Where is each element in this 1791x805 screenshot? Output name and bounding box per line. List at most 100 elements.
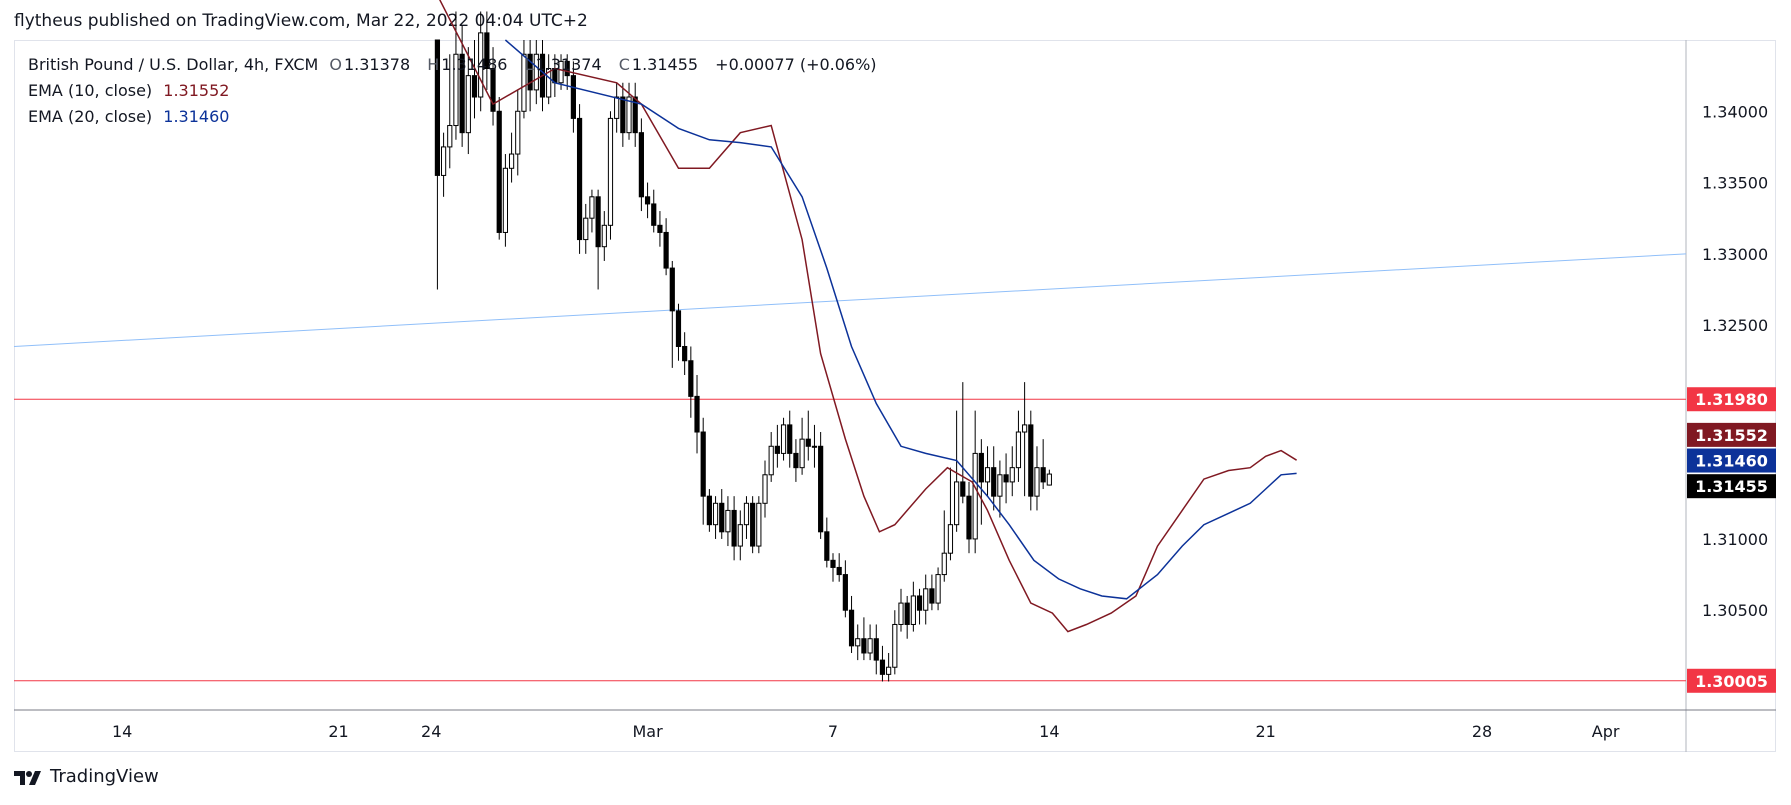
- brand-name: TradingView: [50, 766, 159, 787]
- candle: [644, 182, 651, 219]
- legend-ema20-row[interactable]: EMA (20, close) 1.31460: [28, 104, 883, 130]
- candle: [583, 203, 589, 254]
- change-value: +0.00077 (+0.06%): [715, 55, 877, 74]
- candle-body-up: [440, 146, 447, 176]
- ema20-label: EMA (20, close): [28, 107, 153, 126]
- ema10-tag: 1.31552: [1687, 422, 1776, 447]
- candle-body-up: [898, 602, 904, 625]
- ema10-label: EMA (10, close): [28, 81, 153, 100]
- candle: [688, 346, 694, 418]
- candle-body-down: [836, 566, 842, 576]
- resistance-price-tag-bg: [1687, 387, 1776, 412]
- candle: [991, 446, 997, 511]
- candle: [682, 332, 688, 375]
- candle-body-up: [502, 167, 509, 233]
- last-price-tag-label: 1.31455: [1695, 477, 1768, 496]
- candle: [886, 652, 892, 682]
- candle: [515, 89, 521, 176]
- candle: [731, 496, 737, 561]
- candle: [923, 574, 929, 625]
- x-tick-label: 14: [1039, 722, 1059, 741]
- candle-body-up: [923, 588, 929, 611]
- candle: [978, 439, 984, 525]
- candle-body-down: [818, 445, 824, 533]
- candle-body-down: [731, 509, 737, 547]
- candle-body-down: [564, 60, 570, 77]
- support-price-tag-label: 1.30005: [1695, 672, 1768, 691]
- candle-body-down: [471, 75, 478, 98]
- candle: [892, 610, 898, 675]
- candle: [576, 104, 583, 254]
- ema10-tag-label: 1.31552: [1695, 426, 1768, 445]
- candle: [898, 588, 904, 632]
- candle-body-up: [465, 75, 471, 134]
- candle: [756, 496, 762, 554]
- close-value: 1.31455: [631, 55, 699, 74]
- candle-body-up: [756, 502, 762, 547]
- candle-body-up: [743, 502, 750, 526]
- y-tick-label: 1.33500: [1702, 174, 1768, 193]
- candle: [725, 496, 731, 547]
- candle: [861, 617, 867, 661]
- candle-body-down: [873, 638, 879, 661]
- candle: [787, 410, 793, 468]
- candle-body-down: [657, 224, 663, 233]
- y-tick-label: 1.30500: [1702, 601, 1768, 620]
- y-tick-label: 1.31000: [1702, 530, 1768, 549]
- candle-body-up: [984, 467, 991, 483]
- footer-brand[interactable]: TradingView: [14, 766, 159, 787]
- candle: [508, 132, 515, 183]
- candle: [762, 460, 768, 518]
- candle: [1028, 410, 1034, 511]
- candle-body-up: [515, 110, 521, 155]
- candle-body-down: [719, 502, 725, 533]
- legend-ema10-row[interactable]: EMA (10, close) 1.31552: [28, 78, 883, 104]
- candle-body-down: [675, 310, 682, 347]
- candle: [818, 432, 824, 539]
- candle: [471, 40, 478, 119]
- candle-body-up: [626, 96, 632, 134]
- ema20-line: [504, 39, 1297, 600]
- candle: [811, 424, 818, 468]
- candle: [496, 97, 502, 240]
- candle-body-up: [892, 623, 898, 668]
- candle: [589, 189, 595, 233]
- candle: [478, 11, 484, 112]
- ema10-value: 1.31552: [163, 81, 230, 100]
- resistance-price-tag-label: 1.31980: [1695, 390, 1768, 409]
- candle: [434, 39, 441, 290]
- candle: [1015, 410, 1022, 482]
- candle: [440, 132, 447, 197]
- ema10-tag-bg: [1687, 422, 1776, 447]
- candle-body-down: [848, 609, 855, 647]
- candle: [484, 11, 490, 90]
- open-value: 1.31378: [343, 55, 411, 74]
- candle: [502, 154, 509, 247]
- candle-body-down: [904, 602, 910, 625]
- candle: [848, 595, 855, 653]
- candle: [947, 467, 954, 561]
- candle-body-down: [638, 132, 644, 198]
- candle-body-up: [546, 68, 552, 98]
- candle: [997, 460, 1003, 518]
- candle-body-down: [842, 574, 848, 611]
- x-tick-label: Apr: [1592, 722, 1620, 741]
- candle-body-up: [799, 438, 805, 469]
- candle: [1022, 382, 1028, 497]
- candle-body-up: [447, 125, 453, 148]
- candle-body-down: [929, 588, 935, 604]
- symbol-label[interactable]: British Pound / U.S. Dollar, 4h, FXCM: [28, 55, 319, 74]
- x-tick-label: 21: [328, 722, 348, 741]
- candle: [694, 375, 700, 454]
- candle-body-down: [459, 53, 465, 134]
- candle: [768, 432, 774, 482]
- candle: [737, 510, 743, 561]
- candle-body-up: [607, 117, 614, 226]
- x-tick-label: Mar: [632, 722, 663, 741]
- candle-body-down: [706, 495, 712, 526]
- open-key: O: [329, 55, 342, 74]
- candle: [743, 496, 750, 539]
- last-price-tag-bg: [1687, 474, 1776, 499]
